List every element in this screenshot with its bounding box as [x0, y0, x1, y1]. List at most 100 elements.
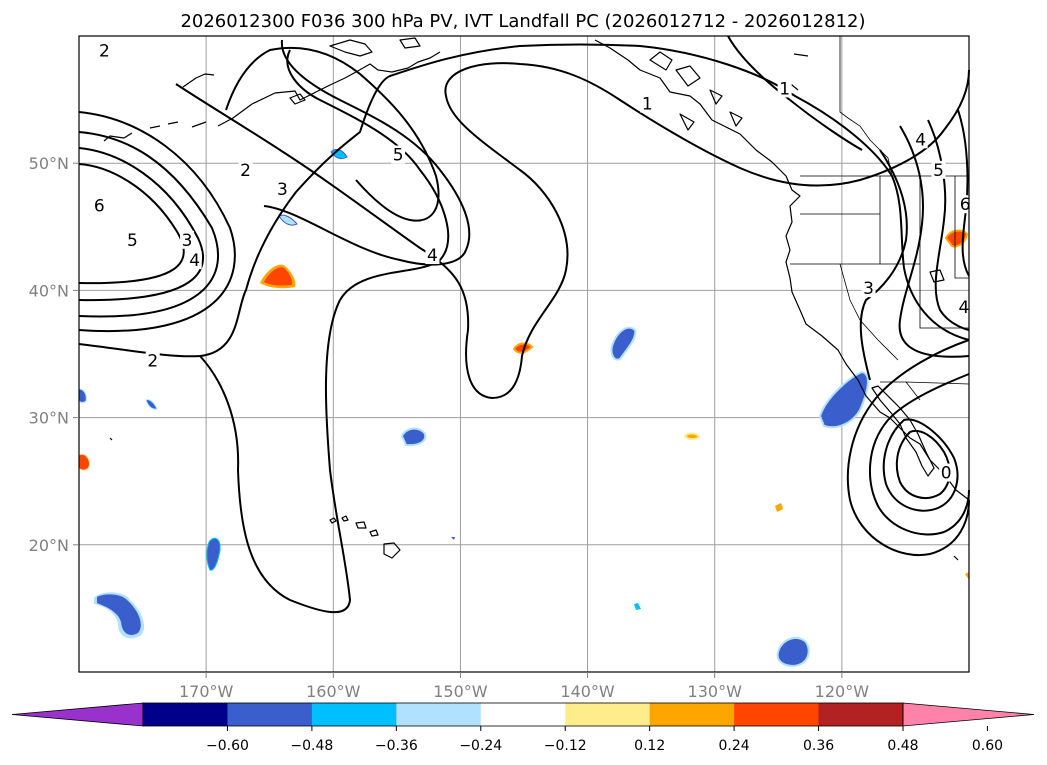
aleutian-coast: [103, 51, 441, 142]
map-frame: [78, 35, 970, 673]
contour-label: 4: [189, 251, 200, 271]
contour-label-bg: [180, 230, 195, 249]
pv-blob: [206, 537, 221, 571]
contour-label-bg: [97, 41, 112, 60]
alaska-islands: [289, 37, 421, 105]
colorbar-tick-label: −0.36: [375, 738, 418, 754]
colorbar-tick-label: 0.48: [887, 738, 918, 754]
colorbar-segment: [480, 703, 566, 726]
contour-label-bg: [939, 463, 954, 482]
contour-label: 0: [941, 464, 952, 484]
contour-label-bg: [275, 179, 290, 198]
baja-california: [871, 385, 935, 477]
contour-label: 5: [933, 161, 944, 181]
colorbar-segment: [818, 703, 904, 726]
lon-tick-label: 170°W: [179, 682, 234, 701]
colorbar-segment: [143, 703, 228, 726]
pv-blob: [145, 399, 158, 410]
bc-islands: [649, 51, 743, 131]
colorbar: −0.60 −0.48 −0.36 −0.24 −0.12 0.12 0.24 0.36 0.4…: [11, 702, 1035, 754]
pv-contour-east-4b: [898, 125, 970, 358]
pv-blob: [264, 267, 293, 286]
contour-label: 2: [240, 161, 251, 181]
colorbar-under-arrow: [11, 702, 144, 727]
pv-blob: [451, 537, 455, 540]
pv-shading: [78, 149, 969, 668]
pv-blob: [776, 636, 810, 668]
colorbar-tick-label: −0.48: [290, 738, 333, 754]
colorbar-tick-label: 0.36: [803, 738, 834, 754]
pv-contour-1-ne: [727, 35, 863, 151]
contour-label-bg: [187, 251, 202, 270]
lon-tick-label: 140°W: [560, 682, 615, 701]
pv-contour-2-upper: [78, 43, 970, 358]
contour-label: 1: [642, 95, 653, 115]
contour-label-bg: [640, 94, 655, 113]
contour-label: 3: [277, 180, 288, 200]
contour-label-bg: [777, 79, 792, 98]
colorbar-tick-label: −0.60: [206, 738, 249, 754]
pv-contour-4: [78, 131, 220, 318]
pv-contour-5: [78, 147, 204, 302]
pv-contour-east-3b: [859, 149, 908, 381]
colorbar-segment: [734, 703, 820, 726]
pv-contour-east-1: [846, 339, 970, 556]
pv-contour-east-3: [882, 418, 959, 512]
pv-contour-6: [78, 163, 185, 285]
latitude-axis: 20°N 30°N 40°N 50°N: [29, 154, 79, 555]
contour-label-bg: [931, 160, 946, 179]
lon-tick-label: 160°W: [306, 682, 361, 701]
lon-tick-label: 150°W: [433, 682, 488, 701]
colorbar-segment: [227, 703, 313, 726]
colorbar-segment: [565, 703, 651, 726]
colorbar-segment: [396, 703, 482, 726]
colorbar-segment: [649, 703, 735, 726]
pv-blob: [512, 342, 534, 354]
pv-contour-5-central: [225, 46, 440, 222]
contour-label-bg: [425, 246, 440, 265]
pv-blob: [278, 214, 298, 226]
lat-tick-label: 50°N: [29, 154, 69, 173]
pv-contour-3-central: [263, 39, 471, 266]
longitude-axis: 170°W 160°W 150°W 140°W 130°W 120°W: [179, 672, 869, 701]
pv-blob: [965, 572, 969, 580]
contour-label: 4: [427, 246, 438, 266]
misc-coast: [109, 53, 959, 561]
pv-contours: [78, 35, 970, 614]
colorbar-tick-label: −0.12: [544, 738, 587, 754]
contour-label-bg: [145, 351, 160, 370]
lat-tick-label: 40°N: [29, 281, 69, 300]
contour-label: 5: [393, 146, 404, 166]
pv-blob: [78, 453, 90, 471]
colorbar-tick-label: 0.24: [719, 738, 750, 754]
pv-blob: [683, 432, 701, 441]
gridlines: [79, 36, 969, 672]
colorbar-over-arrow: [902, 702, 1035, 727]
contour-label: 6: [960, 195, 971, 215]
west-coast: [594, 39, 970, 501]
colorbar-segment: [311, 703, 397, 726]
lat-tick-label: 20°N: [29, 536, 69, 555]
pv-contour-3-west: [78, 111, 236, 333]
contour-label-bg: [391, 145, 406, 164]
contour-label-bg: [125, 230, 140, 249]
pv-contour-1: [175, 62, 970, 399]
contour-label: 6: [94, 196, 105, 216]
contour-label-bg: [238, 160, 253, 179]
contour-label: 5: [127, 231, 138, 251]
pv-blob: [818, 370, 869, 429]
chart-title: 2026012300 F036 300 hPa PV, IVT Landfall…: [180, 11, 865, 32]
pv-blob: [400, 427, 427, 447]
colorbar-frame: [142, 702, 904, 727]
contour-label: 3: [863, 279, 874, 299]
contour-label: 2: [147, 352, 158, 372]
pv-blob: [610, 326, 637, 361]
map-background: [79, 36, 969, 672]
contour-label-bg: [92, 196, 107, 215]
contour-label-bg: [913, 130, 928, 149]
contour-label: 4: [959, 298, 970, 318]
pv-contour-east-2: [869, 373, 970, 536]
contour-label-bg: [956, 298, 971, 317]
